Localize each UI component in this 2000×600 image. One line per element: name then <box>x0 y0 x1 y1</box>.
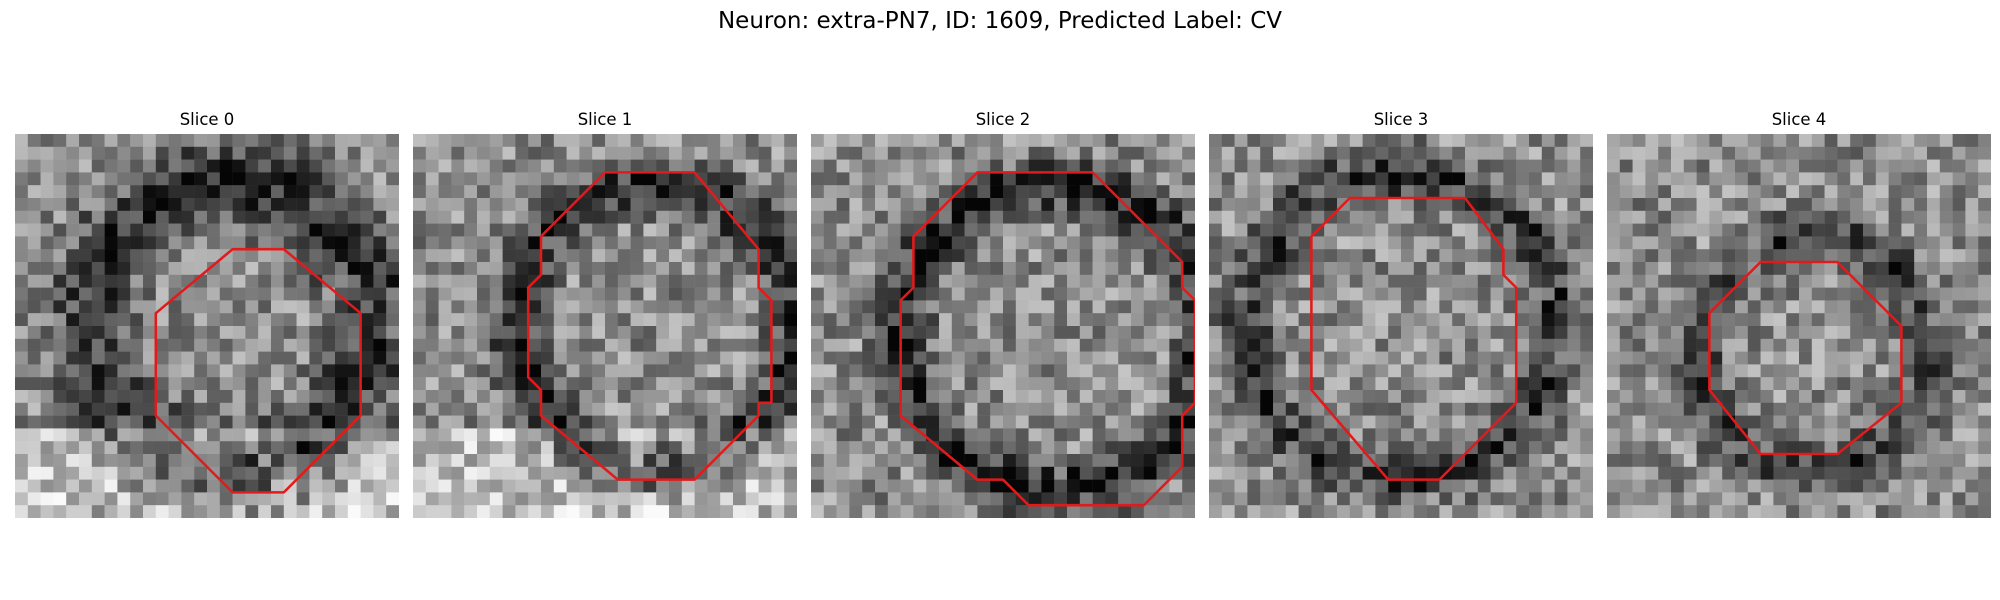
slice-title-3: Slice 3 <box>1373 110 1429 129</box>
pixel-grid <box>15 134 399 518</box>
slice-title-0: Slice 0 <box>179 110 235 129</box>
slice-panel-1: Slice 1 <box>413 108 797 518</box>
slice-panel-0: Slice 0 <box>15 108 399 518</box>
contour-outline <box>1310 196 1518 481</box>
slice-image-2 <box>811 134 1195 518</box>
slice-panel-4: Slice 4 <box>1607 108 1991 518</box>
pixel-grid <box>413 134 797 518</box>
slice-title-2: Slice 2 <box>975 110 1031 129</box>
contour-outline <box>154 247 362 494</box>
pixel-grid <box>1607 134 1991 518</box>
contour-outline <box>1708 260 1903 456</box>
slice-image-1 <box>413 134 797 518</box>
slice-title-4: Slice 4 <box>1771 110 1827 129</box>
slice-title-1: Slice 1 <box>577 110 633 129</box>
slice-image-4 <box>1607 134 1991 518</box>
slice-panel-3: Slice 3 <box>1209 108 1593 518</box>
pixel-grid <box>811 134 1195 518</box>
contour-outline <box>526 171 773 481</box>
figure-title: Neuron: extra-PN7, ID: 1609, Predicted L… <box>717 8 1283 34</box>
slice-image-0 <box>15 134 399 518</box>
contour-outline <box>899 171 1195 507</box>
slice-image-3 <box>1209 134 1593 518</box>
slice-panel-2: Slice 2 <box>811 108 1195 518</box>
pixel-grid <box>1209 134 1593 518</box>
